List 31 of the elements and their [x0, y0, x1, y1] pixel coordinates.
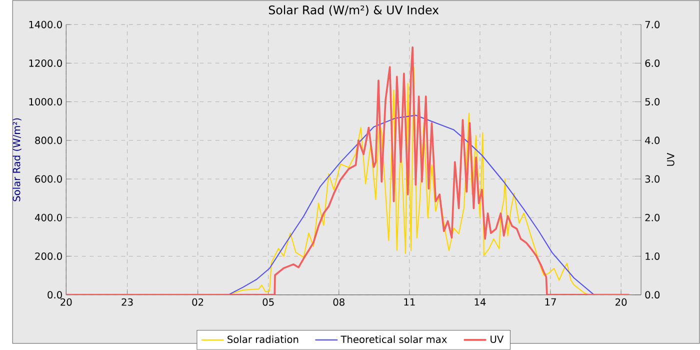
chart-title: Solar Rad (W/m²) & UV Index: [268, 5, 439, 16]
x-tick-label: 23: [122, 298, 133, 306]
y-tick-label: 800.0: [35, 136, 62, 144]
legend-label: UV: [490, 336, 504, 343]
y2-tick-label: 5.0: [645, 98, 660, 106]
y-axis-title: Solar Rad (W/m²): [12, 118, 22, 202]
x-tick-label: 05: [262, 298, 274, 306]
x-tick-label: 20: [60, 298, 72, 306]
y2-tick-label: 7.0: [645, 20, 660, 28]
x-tick-label: 11: [404, 298, 415, 306]
x-tick-label: 08: [333, 298, 344, 306]
y2-tick-label: 6.0: [645, 60, 660, 67]
y-tick-label: 0.0: [48, 291, 62, 299]
y-tick-label: 1000.0: [29, 98, 62, 106]
x-tick-label: 17: [545, 298, 556, 306]
y-tick-label: 1400.0: [29, 20, 62, 28]
y-tick-label: 600.0: [35, 175, 62, 183]
x-tick-label: 02: [192, 298, 204, 306]
y-tick-label: 1200.0: [29, 60, 62, 67]
y-tick-label: 200.0: [35, 252, 62, 260]
y2-tick-label: 3.0: [645, 175, 660, 183]
y-tick-label: 400.0: [34, 214, 62, 222]
y2-tick-label: 4.0: [645, 136, 660, 144]
y2-axis-title: UV: [667, 152, 674, 166]
legend-label: Solar radiation: [228, 336, 298, 344]
x-tick-label: 20: [616, 298, 627, 306]
y2-tick-label: 0.0: [645, 291, 660, 299]
legend-label: Theoretical solar max: [340, 336, 447, 344]
y2-tick-label: 1.0: [646, 252, 660, 260]
y2-tick-label: 2.0: [645, 214, 660, 222]
x-tick-label: 14: [474, 298, 486, 306]
